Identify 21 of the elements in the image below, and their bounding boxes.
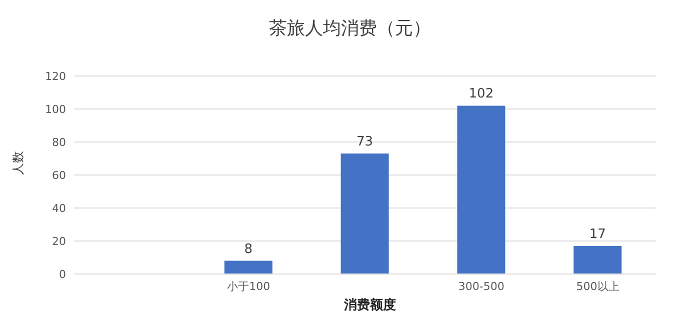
data-label: 8 (244, 242, 253, 257)
y-axis-title: 人数 (11, 151, 25, 175)
data-label: 17 (589, 226, 606, 242)
y-tick-label: 80 (52, 136, 66, 149)
y-tick-label: 40 (52, 202, 66, 215)
y-tick-label: 100 (45, 102, 66, 116)
x-tick-label: 300-500 (458, 280, 504, 293)
y-tick-label: 0 (59, 268, 66, 281)
data-label: 73 (356, 134, 374, 150)
y-tick-label: 120 (45, 70, 66, 83)
y-tick-label: 60 (52, 168, 66, 182)
bar (574, 246, 622, 274)
x-tick-label: 小于100 (227, 280, 270, 293)
bar (457, 106, 506, 274)
y-tick-label: 20 (52, 234, 66, 248)
chart-title: 茶旅人均消费（元） (268, 17, 432, 41)
x-axis-title: 消费额度 (343, 296, 397, 314)
bar (340, 154, 389, 274)
x-tick-label: 500以上 (576, 280, 620, 293)
data-label: 102 (468, 86, 494, 102)
bar (224, 260, 272, 274)
